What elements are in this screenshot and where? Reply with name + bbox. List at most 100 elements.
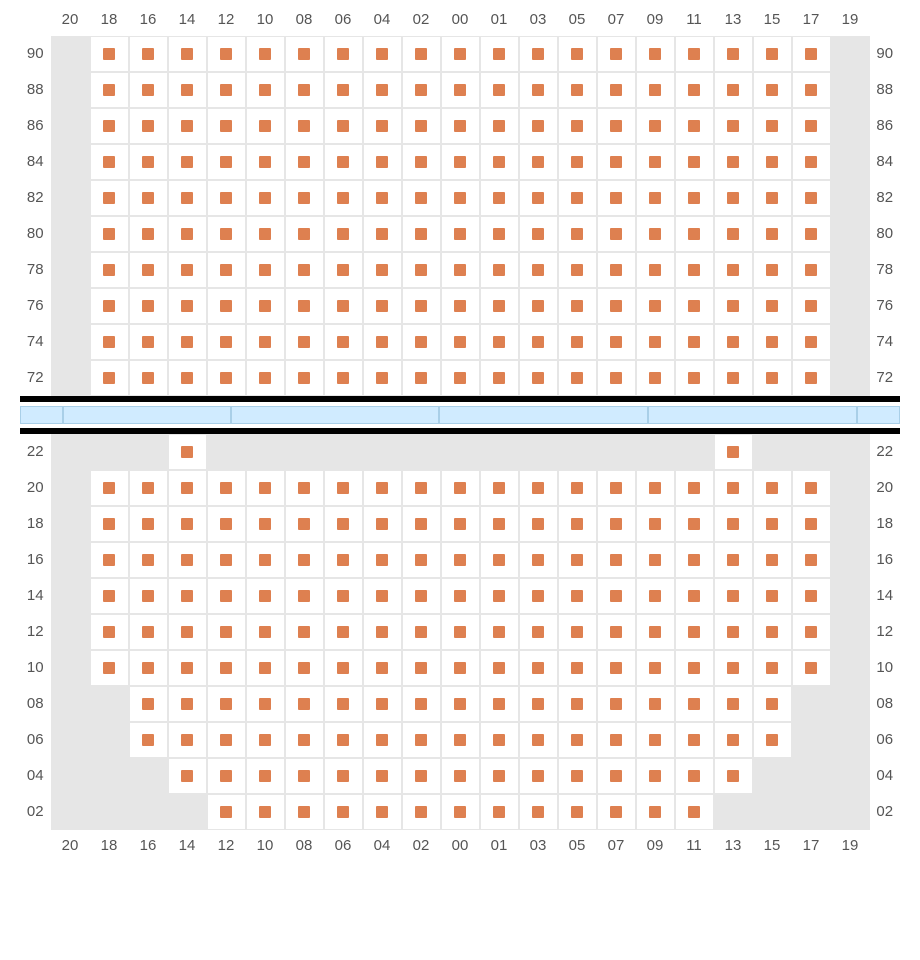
seat-cell[interactable] [90,542,129,578]
seat-cell[interactable] [714,36,753,72]
seat-cell[interactable] [480,650,519,686]
seat-cell[interactable] [168,324,207,360]
seat-cell[interactable] [792,36,831,72]
seat-cell[interactable] [324,180,363,216]
seat-cell[interactable] [597,360,636,396]
seat-cell[interactable] [519,108,558,144]
seat-cell[interactable] [480,324,519,360]
seat-cell[interactable] [714,360,753,396]
seat-cell[interactable] [168,72,207,108]
seat-cell[interactable] [558,614,597,650]
seat-cell[interactable] [753,108,792,144]
seat-cell[interactable] [363,470,402,506]
seat-cell[interactable] [636,758,675,794]
seat-cell[interactable] [519,650,558,686]
seat-cell[interactable] [675,360,714,396]
seat-cell[interactable] [168,614,207,650]
seat-cell[interactable] [441,614,480,650]
seat-cell[interactable] [441,506,480,542]
seat-cell[interactable] [675,288,714,324]
seat-cell[interactable] [285,614,324,650]
seat-cell[interactable] [363,216,402,252]
seat-cell[interactable] [519,252,558,288]
seat-cell[interactable] [324,288,363,324]
seat-cell[interactable] [480,470,519,506]
seat-cell[interactable] [363,614,402,650]
seat-cell[interactable] [480,216,519,252]
seat-cell[interactable] [792,470,831,506]
seat-cell[interactable] [792,180,831,216]
seat-cell[interactable] [558,144,597,180]
seat-cell[interactable] [168,252,207,288]
seat-cell[interactable] [714,216,753,252]
seat-cell[interactable] [636,650,675,686]
seat-cell[interactable] [246,108,285,144]
seat-cell[interactable] [597,72,636,108]
seat-cell[interactable] [792,360,831,396]
seat-cell[interactable] [441,180,480,216]
seat-cell[interactable] [285,72,324,108]
seat-cell[interactable] [285,360,324,396]
seat-cell[interactable] [675,542,714,578]
seat-cell[interactable] [207,360,246,396]
seat-cell[interactable] [90,180,129,216]
seat-cell[interactable] [441,108,480,144]
seat-cell[interactable] [714,722,753,758]
seat-cell[interactable] [792,324,831,360]
seat-cell[interactable] [519,614,558,650]
seat-cell[interactable] [714,506,753,542]
seat-cell[interactable] [285,506,324,542]
seat-cell[interactable] [480,686,519,722]
seat-cell[interactable] [519,36,558,72]
seat-cell[interactable] [90,324,129,360]
seat-cell[interactable] [636,794,675,830]
seat-cell[interactable] [90,614,129,650]
seat-cell[interactable] [714,252,753,288]
seat-cell[interactable] [636,470,675,506]
seat-cell[interactable] [753,360,792,396]
seat-cell[interactable] [207,542,246,578]
seat-cell[interactable] [519,144,558,180]
seat-cell[interactable] [168,578,207,614]
seat-cell[interactable] [558,722,597,758]
seat-cell[interactable] [402,758,441,794]
seat-cell[interactable] [90,360,129,396]
seat-cell[interactable] [363,144,402,180]
seat-cell[interactable] [441,72,480,108]
seat-cell[interactable] [207,180,246,216]
seat-cell[interactable] [168,288,207,324]
seat-cell[interactable] [753,542,792,578]
seat-cell[interactable] [792,542,831,578]
seat-cell[interactable] [753,216,792,252]
seat-cell[interactable] [792,252,831,288]
seat-cell[interactable] [792,72,831,108]
seat-cell[interactable] [714,542,753,578]
seat-cell[interactable] [636,360,675,396]
seat-cell[interactable] [519,542,558,578]
seat-cell[interactable] [597,794,636,830]
seat-cell[interactable] [402,506,441,542]
seat-cell[interactable] [636,578,675,614]
seat-cell[interactable] [285,252,324,288]
seat-cell[interactable] [285,108,324,144]
seat-cell[interactable] [129,144,168,180]
seat-cell[interactable] [714,470,753,506]
seat-cell[interactable] [480,180,519,216]
seat-cell[interactable] [441,650,480,686]
seat-cell[interactable] [402,360,441,396]
seat-cell[interactable] [129,108,168,144]
seat-cell[interactable] [597,758,636,794]
seat-cell[interactable] [441,470,480,506]
seat-cell[interactable] [402,686,441,722]
seat-cell[interactable] [90,36,129,72]
seat-cell[interactable] [441,722,480,758]
seat-cell[interactable] [207,614,246,650]
seat-cell[interactable] [168,216,207,252]
seat-cell[interactable] [792,614,831,650]
seat-cell[interactable] [90,252,129,288]
seat-cell[interactable] [363,288,402,324]
seat-cell[interactable] [519,72,558,108]
seat-cell[interactable] [558,72,597,108]
seat-cell[interactable] [285,758,324,794]
seat-cell[interactable] [636,614,675,650]
